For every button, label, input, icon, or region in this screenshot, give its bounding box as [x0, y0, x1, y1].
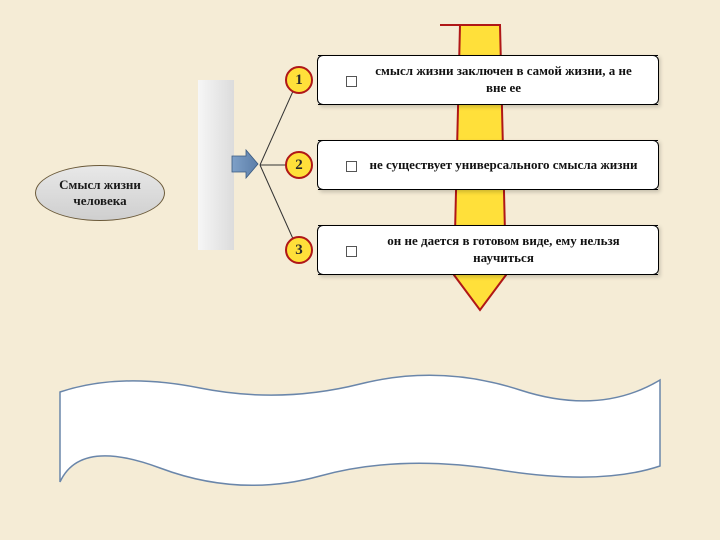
bullet-icon — [346, 76, 357, 87]
topic-oval-text: Смысл жизни человека — [42, 177, 158, 210]
slide-canvas: Смысл жизни человека Общество: 1 2 3 смы… — [0, 0, 720, 540]
bullet-icon — [346, 246, 357, 257]
number-circle-1: 1 — [285, 66, 313, 94]
item-text-1: смысл жизни заключен в самой жизни, а не… — [367, 63, 640, 97]
connector-arrow-icon — [232, 150, 258, 178]
item-box-1: смысл жизни заключен в самой жизни, а не… — [318, 55, 658, 105]
number-circle-3: 3 — [285, 236, 313, 264]
definition-term: Смысл жизни — [104, 403, 189, 418]
definition-banner: Смысл жизни – означает совокупность пред… — [60, 380, 660, 480]
topic-oval: Смысл жизни человека — [35, 165, 165, 221]
bullet-icon — [346, 161, 357, 172]
item-box-2: не существует универсального смысла жизн… — [318, 140, 658, 190]
number-circle-2: 2 — [285, 151, 313, 179]
item-text-3: он не дается в готовом виде, ему нельзя … — [367, 233, 640, 267]
item-box-3: он не дается в готовом виде, ему нельзя … — [318, 225, 658, 275]
item-text-2: не существует универсального смысла жизн… — [367, 157, 640, 174]
definition-text-container: Смысл жизни – означает совокупность пред… — [94, 402, 626, 459]
vertical-label: Общество: — [198, 80, 234, 250]
vertical-label-text: Общество: — [207, 126, 225, 204]
